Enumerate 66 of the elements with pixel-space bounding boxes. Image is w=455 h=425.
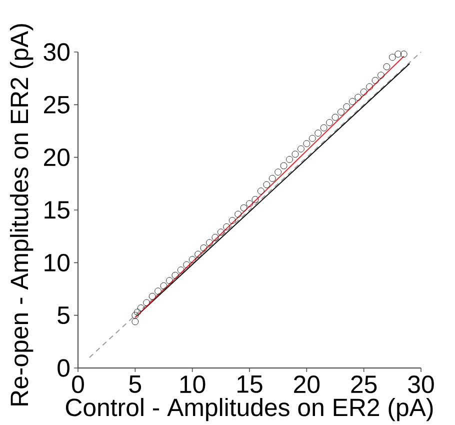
point <box>372 76 379 84</box>
x-tick-label: 25 <box>351 376 377 394</box>
point <box>246 200 253 208</box>
point <box>143 299 150 306</box>
point <box>348 98 356 105</box>
x-axis-title: Control - Amplitudes on ER2 (pA) <box>66 398 433 422</box>
point <box>240 204 248 212</box>
point <box>134 308 141 316</box>
point <box>228 217 236 224</box>
point <box>332 114 339 121</box>
point <box>137 304 144 312</box>
point <box>200 244 208 252</box>
point <box>206 239 213 246</box>
point <box>286 156 293 163</box>
point <box>177 266 184 274</box>
point <box>183 261 190 268</box>
y-tick-label: 5 <box>58 306 70 324</box>
point <box>326 119 333 126</box>
point <box>400 50 408 58</box>
point <box>388 54 396 61</box>
y-tick-label: 10 <box>44 254 70 272</box>
point <box>160 282 168 290</box>
point <box>166 277 173 284</box>
point <box>263 181 270 188</box>
y-tick-label: 30 <box>44 43 70 61</box>
point <box>360 88 368 96</box>
point <box>366 83 373 90</box>
point <box>268 174 276 182</box>
point <box>188 256 196 263</box>
point <box>308 134 316 142</box>
point <box>378 72 384 79</box>
point <box>280 162 288 170</box>
point <box>303 140 310 148</box>
point <box>223 223 230 230</box>
y-tick-label: 25 <box>44 96 70 114</box>
point <box>292 150 299 158</box>
x-tick-label: 10 <box>180 376 206 394</box>
point <box>383 63 390 70</box>
y-axis-title: Re-open - Amplitudes on ER2 (pA) <box>10 24 34 406</box>
x-tick-label: 5 <box>129 376 142 393</box>
point <box>217 228 224 236</box>
point <box>132 312 139 319</box>
point <box>154 288 162 295</box>
y-tick-label: 15 <box>44 201 70 219</box>
x-tick-label: 15 <box>238 376 262 393</box>
point <box>194 250 202 258</box>
point <box>257 188 264 194</box>
point <box>132 318 139 326</box>
x-tick-label: 30 <box>408 376 434 394</box>
point <box>314 130 322 137</box>
point <box>354 94 362 101</box>
point <box>252 196 259 203</box>
point <box>234 210 242 218</box>
point <box>148 292 156 300</box>
point <box>343 103 350 110</box>
point <box>338 108 344 116</box>
y-tick-label: 20 <box>44 148 70 166</box>
point <box>320 124 328 132</box>
point <box>172 272 179 279</box>
x-tick-label: 20 <box>294 376 320 394</box>
x-tick-label: 0 <box>72 376 84 394</box>
point <box>212 234 219 241</box>
point <box>298 145 304 152</box>
point <box>274 168 282 176</box>
point <box>394 50 402 58</box>
y-tick-label: 0 <box>58 359 70 377</box>
